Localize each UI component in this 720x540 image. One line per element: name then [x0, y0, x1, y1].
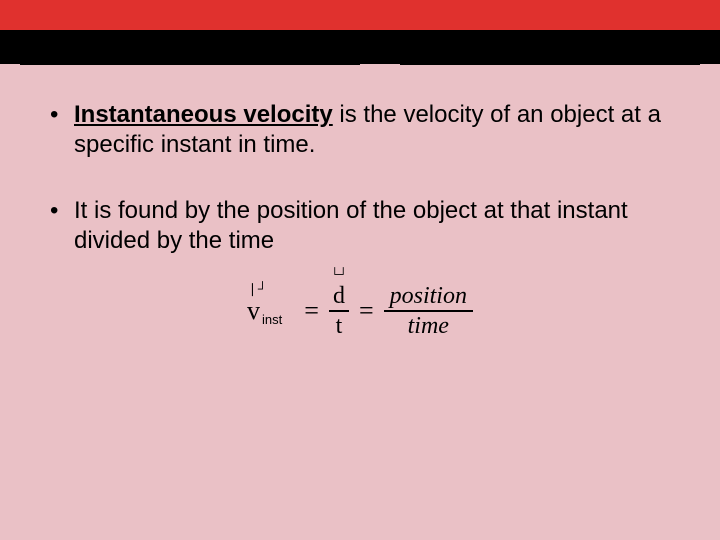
accent-line-left — [20, 62, 360, 65]
vector-arrow-icon: ❘┘ — [247, 282, 267, 295]
bullet-emphasis: Instantaneous velocity — [74, 101, 333, 128]
fraction-d-over-t: └┘ d t — [329, 282, 349, 340]
list-item: It is found by the position of the objec… — [50, 196, 666, 256]
fraction-numerator: position — [384, 282, 473, 310]
body-content: Instantaneous velocity is the velocity o… — [50, 100, 666, 292]
fraction-denominator: t — [332, 312, 347, 340]
formula-symbol-d: d — [333, 283, 345, 309]
formula-lhs: ❘┘ v inst — [247, 298, 282, 324]
list-item: Instantaneous velocity is the velocity o… — [50, 100, 666, 160]
fraction-denominator: time — [402, 312, 455, 340]
equals-sign: = — [304, 296, 319, 326]
slide: Instantaneous velocity is the velocity o… — [0, 0, 720, 540]
bullet-list: Instantaneous velocity is the velocity o… — [50, 100, 666, 256]
formula-inner: ❘┘ v inst = └┘ d t = position time — [247, 282, 473, 340]
fraction-numerator: └┘ d — [329, 282, 349, 310]
formula-subscript: inst — [262, 313, 282, 326]
vector-arrow-icon: └┘ — [330, 268, 347, 280]
formula: ❘┘ v inst = └┘ d t = position time — [0, 282, 720, 340]
accent-line-right — [400, 62, 700, 65]
header-red-bar — [0, 0, 720, 30]
formula-symbol-v: v — [247, 298, 260, 324]
header-black-bar — [0, 30, 720, 64]
bullet-text: It is found by the position of the objec… — [74, 197, 628, 254]
fraction-position-over-time: position time — [384, 282, 473, 340]
equals-sign: = — [359, 296, 374, 326]
